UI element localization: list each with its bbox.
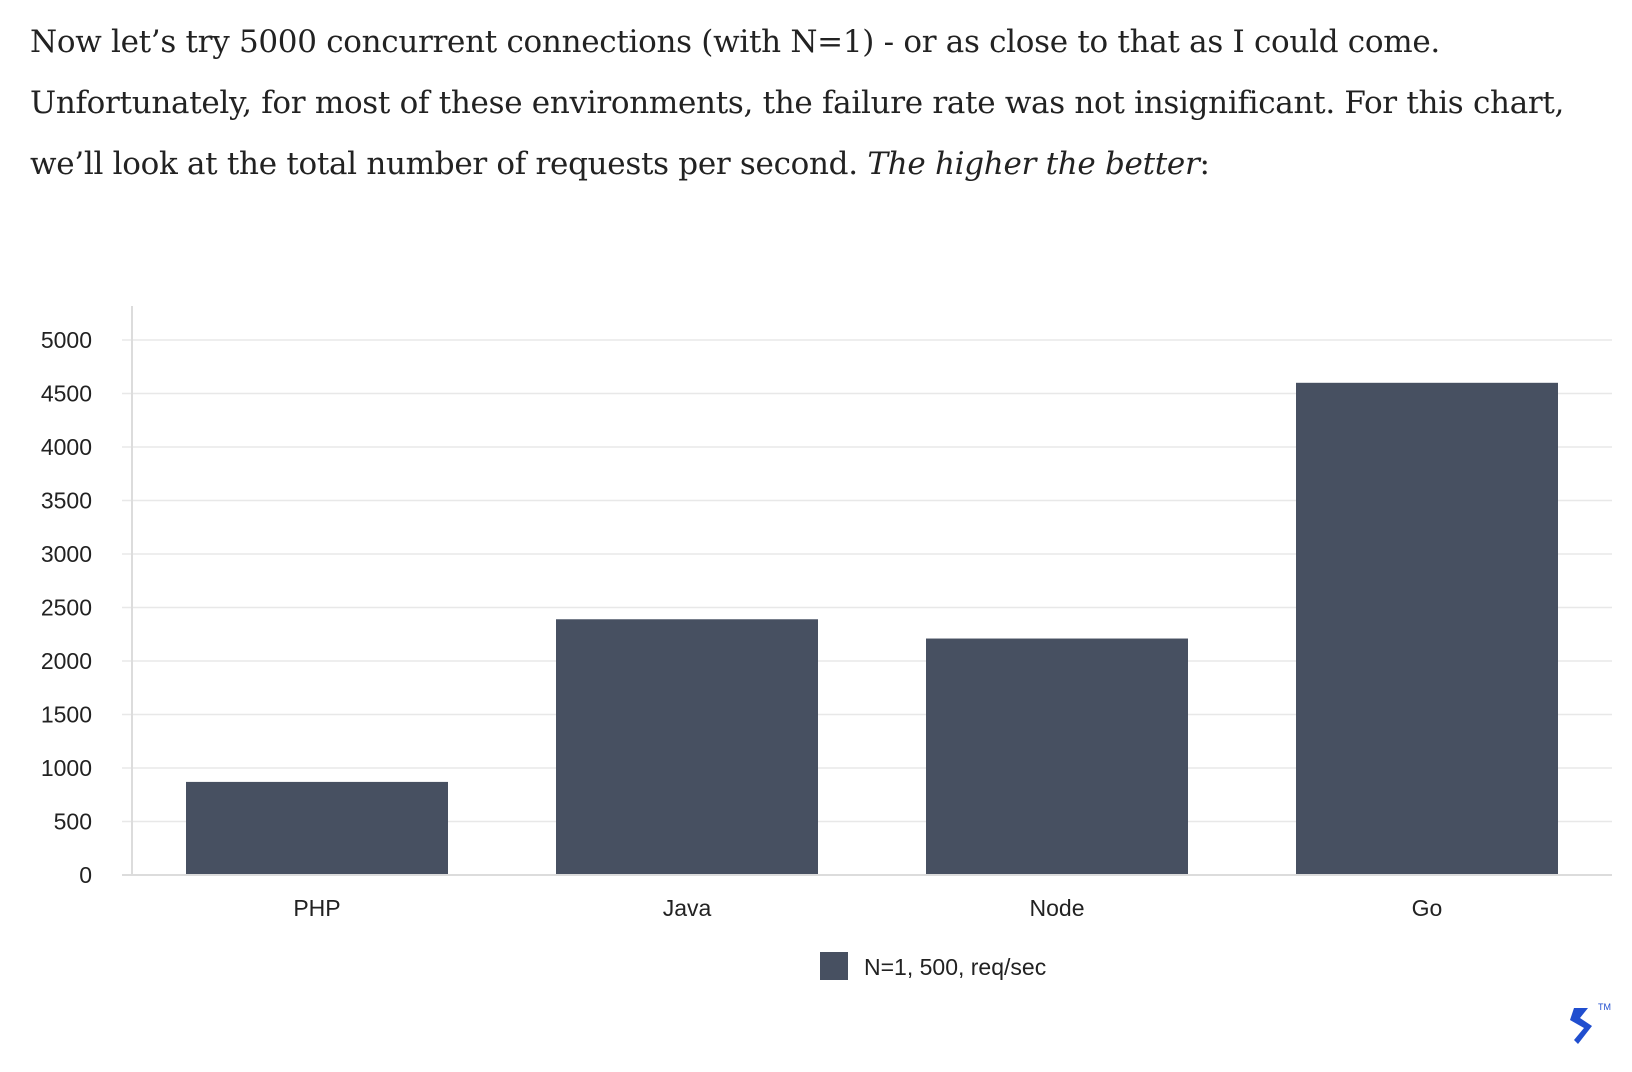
legend-label: N=1, 500, req/sec	[864, 954, 1046, 980]
bar-java	[556, 619, 818, 875]
intro-trailing: :	[1199, 146, 1210, 182]
bar-node	[926, 638, 1188, 875]
y-tick-label: 1000	[41, 755, 92, 781]
x-category-label: PHP	[293, 895, 340, 921]
legend-swatch	[820, 952, 848, 980]
intro-emphasis: The higher the better	[867, 146, 1200, 182]
x-category-label: Java	[663, 895, 712, 921]
y-axis-ticks: 0 500 1000 1500 2000 2500 3000 3500 4000 4500 5000	[41, 327, 92, 888]
trademark-label: TM	[1598, 1002, 1611, 1012]
intro-paragraph: Now let’s try 5000 concurrent connection…	[30, 12, 1620, 195]
bars	[186, 382, 1558, 875]
x-category-label: Node	[1030, 895, 1085, 921]
legend: N=1, 500, req/sec	[820, 952, 1046, 980]
x-axis-categories: PHP Java Node Go	[293, 895, 1442, 921]
y-tick-label: 4000	[41, 434, 92, 460]
toptal-logo-icon: TM	[1570, 1002, 1611, 1044]
y-tick-label: 5000	[41, 327, 92, 353]
y-tick-label: 3000	[41, 541, 92, 567]
bar-php	[186, 781, 448, 875]
intro-text: Now let’s try 5000 concurrent connection…	[30, 24, 1565, 182]
x-category-label: Go	[1412, 895, 1443, 921]
y-tick-label: 3500	[41, 488, 92, 514]
y-tick-label: 500	[54, 809, 92, 835]
bar-go	[1296, 382, 1558, 875]
y-tick-label: 1500	[41, 702, 92, 728]
y-tick-label: 0	[79, 862, 92, 888]
y-tick-label: 2000	[41, 648, 92, 674]
y-tick-label: 4500	[41, 381, 92, 407]
y-tick-label: 2500	[41, 595, 92, 621]
